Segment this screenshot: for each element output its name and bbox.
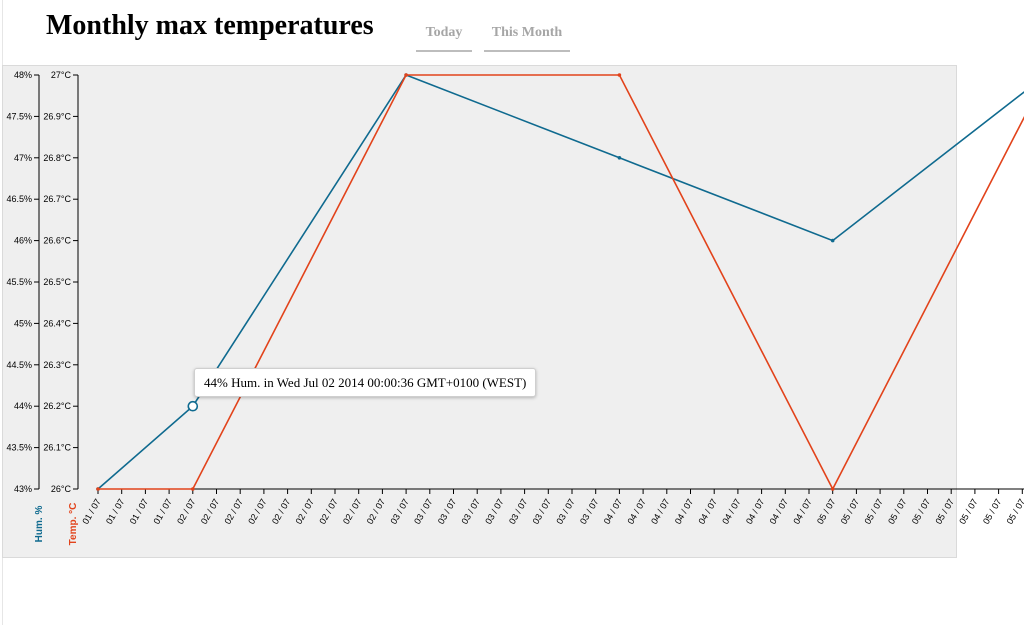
humidity-tick-label: 48% xyxy=(14,70,32,80)
x-tick-label: 05 / 07 xyxy=(981,497,1003,526)
x-tick-label: 03 / 07 xyxy=(578,497,600,526)
humidity-tick-label: 44% xyxy=(14,401,32,411)
humidity-tick-label: 44.5% xyxy=(6,360,32,370)
x-tick-label: 05 / 07 xyxy=(886,497,908,526)
x-tick-label: 02 / 07 xyxy=(270,497,292,526)
x-tick-label: 04 / 07 xyxy=(625,497,647,526)
humidity-tick-label: 43.5% xyxy=(6,443,32,453)
humidity-tick-label: 47% xyxy=(14,153,32,163)
x-tick-label: 05 / 07 xyxy=(839,497,861,526)
humidity-tick-label: 45% xyxy=(14,318,32,328)
x-tick-label: 03 / 07 xyxy=(483,497,505,526)
temperature-tick-label: 26.3°C xyxy=(43,360,71,370)
x-tick-label: 02 / 07 xyxy=(365,497,387,526)
temperature-tick-label: 27°C xyxy=(51,70,72,80)
humidity-tick-label: 47.5% xyxy=(6,111,32,121)
temperature-point xyxy=(96,487,100,491)
x-tick-label: 04 / 07 xyxy=(649,497,671,526)
x-tick-label: 05 / 07 xyxy=(815,497,837,526)
temperature-tick-label: 26.2°C xyxy=(43,401,71,411)
chart-panel xyxy=(2,65,957,558)
x-tick-label: 02 / 07 xyxy=(317,497,339,526)
x-tick-label: 04 / 07 xyxy=(697,497,719,526)
x-tick-label: 05 / 07 xyxy=(910,497,932,526)
x-tick-label: 02 / 07 xyxy=(246,497,268,526)
humidity-tick-label: 43% xyxy=(14,484,32,494)
x-tick-label: 05 / 07 xyxy=(934,497,956,526)
temperature-point xyxy=(404,73,408,77)
humidity-tick-label: 45.5% xyxy=(6,277,32,287)
x-tick-label: 01 / 07 xyxy=(128,497,150,526)
x-tick-label: 03 / 07 xyxy=(554,497,576,526)
x-tick-label: 05 / 07 xyxy=(1005,497,1024,526)
temperature-line xyxy=(98,74,1024,491)
humidity-point xyxy=(830,238,835,243)
x-tick-label: 01 / 07 xyxy=(80,497,102,526)
tab-today[interactable]: Today xyxy=(416,24,472,52)
temperature-tick-label: 26.1°C xyxy=(43,443,71,453)
humidity-line xyxy=(97,74,1024,490)
x-tick-label: 04 / 07 xyxy=(720,497,742,526)
temperature-tick-label: 26.5°C xyxy=(43,277,71,287)
temperature-tick-label: 26.7°C xyxy=(43,194,71,204)
temperature-tick-label: 26.9°C xyxy=(43,111,71,121)
x-tick-label: 02 / 07 xyxy=(175,497,197,526)
temperature-point xyxy=(191,487,195,491)
x-tick-label: 02 / 07 xyxy=(199,497,221,526)
humidity-point xyxy=(617,156,622,160)
x-tick-label: 03 / 07 xyxy=(531,497,553,526)
temperature-axis-title: Temp. °C xyxy=(68,503,79,546)
x-tick-label: 02 / 07 xyxy=(341,497,363,526)
temperature-point xyxy=(830,487,835,491)
humidity-tick-label: 46.5% xyxy=(6,194,32,204)
data-point-tooltip: 44% Hum. in Wed Jul 02 2014 00:00:36 GMT… xyxy=(194,368,537,397)
x-tick-label: 02 / 07 xyxy=(223,497,245,526)
x-tick-label: 03 / 07 xyxy=(460,497,482,526)
x-tick-label: 04 / 07 xyxy=(744,497,766,526)
humidity-tick-label: 46% xyxy=(14,236,32,246)
tab-this-month[interactable]: This Month xyxy=(484,24,570,52)
humidity-axis-title: Hum. % xyxy=(34,506,45,543)
x-tick-label: 03 / 07 xyxy=(436,497,458,526)
x-tick-label: 04 / 07 xyxy=(673,497,695,526)
temperature-tick-label: 26.8°C xyxy=(43,153,71,163)
temperature-tick-label: 26°C xyxy=(51,484,72,494)
x-tick-label: 01 / 07 xyxy=(104,497,126,526)
temperature-tick-label: 26.6°C xyxy=(43,236,71,246)
x-tick-label: 03 / 07 xyxy=(412,497,434,526)
x-tick-label: 01 / 07 xyxy=(151,497,173,526)
temperature-tick-label: 26.4°C xyxy=(43,318,71,328)
x-tick-label: 04 / 07 xyxy=(602,497,624,526)
x-tick-label: 02 / 07 xyxy=(294,497,316,526)
x-tick-label: 04 / 07 xyxy=(768,497,790,526)
x-tick-label: 05 / 07 xyxy=(957,497,979,526)
temperature-series xyxy=(96,73,1024,491)
page-title: Monthly max temperatures xyxy=(46,10,374,41)
highlighted-point-marker xyxy=(187,400,199,412)
x-tick-label: 03 / 07 xyxy=(388,497,410,526)
x-tick-label: 04 / 07 xyxy=(791,497,813,526)
humidity-series xyxy=(96,73,1024,491)
x-tick-label: 03 / 07 xyxy=(507,497,529,526)
temperature-point xyxy=(617,73,622,77)
x-tick-label: 05 / 07 xyxy=(862,497,884,526)
